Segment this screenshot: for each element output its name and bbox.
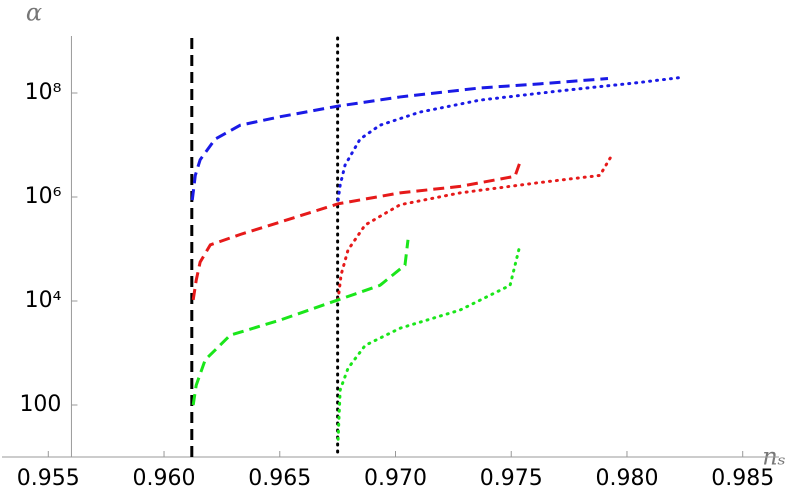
y-axis-label: α — [26, 0, 42, 27]
x-tick-label: 0.970 — [364, 466, 427, 491]
x-tick-label: 0.960 — [133, 466, 196, 491]
series-line — [190, 77, 609, 201]
x-tick-label: 0.980 — [595, 466, 658, 491]
y-tick-label: 10⁸ — [25, 80, 62, 105]
series-line — [336, 243, 522, 441]
y-tick-label: 100 — [19, 392, 61, 417]
series-line — [336, 75, 684, 202]
y-tick-label: 10⁶ — [25, 184, 62, 209]
x-tick-label: 0.975 — [480, 466, 543, 491]
series-line — [336, 153, 614, 302]
series-line — [191, 161, 522, 301]
series-line — [191, 239, 410, 406]
x-tick-label: 0.955 — [17, 466, 80, 491]
x-tick-label: 0.965 — [248, 466, 311, 491]
x-tick-label: 0.985 — [711, 466, 774, 491]
y-tick-label: 10⁴ — [25, 288, 62, 313]
